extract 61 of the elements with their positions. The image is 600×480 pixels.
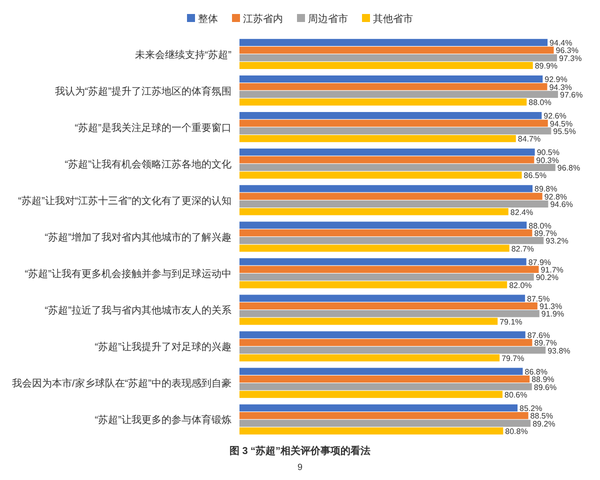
category-label: 我认为“苏超”提升了江苏地区的体育氛围 [54,86,232,98]
value-label: 88.9% [532,375,554,384]
value-label: 97.6% [560,90,583,100]
value-label: 85.2% [520,404,542,414]
value-label: 92.6% [544,112,566,121]
value-label: 89.2% [532,419,556,428]
value-label: 87.5% [527,294,550,304]
value-label: 96.3% [556,46,578,56]
legend-label: 整体 [198,14,218,25]
value-label: 80.8% [505,427,528,436]
page-number: 9 [298,462,302,472]
value-label: 79.1% [500,317,522,326]
category-label: “苏超”增加了我对省内其他城市的了解兴趣 [44,232,232,244]
value-label: 87.9% [528,258,552,267]
category-label: “苏超”让我对“江苏十三省”的文化有了更深的认知 [18,196,232,207]
value-label: 91.9% [541,310,564,319]
value-label: 86.5% [524,171,546,180]
value-label: 93.2% [546,236,568,246]
value-label: 80.6% [504,390,528,400]
value-label: 90.3% [536,156,559,165]
legend-label: 其他省市 [373,14,413,25]
value-label: 88.5% [530,412,553,421]
value-label: 89.8% [534,184,558,194]
legend-label: 江苏省内 [243,14,283,25]
value-label: 82.0% [509,280,532,290]
category-label: 未来会继续支持“苏超” [134,50,232,61]
value-label: 92.9% [544,75,568,84]
category-label: “苏超”让我有更多机会接触并参与到足球运动中 [24,269,232,280]
value-label: 89.7% [534,338,557,348]
value-label: 88.0% [528,98,552,108]
value-label: 91.3% [539,302,562,312]
value-label: 94.5% [550,119,573,128]
value-label: 90.5% [536,148,560,158]
value-label: 82.4% [510,208,534,217]
value-label: 96.8% [557,164,580,173]
value-label: 93.8% [548,346,570,356]
value-label: 97.3% [559,54,582,63]
value-label: 91.7% [540,266,564,274]
value-label: 94.6% [550,200,573,210]
value-label: 79.7% [502,354,524,363]
value-label: 86.8% [524,367,548,376]
value-label: 94.3% [549,82,572,92]
category-label: “苏超”是我关注足球的一个重要窗口 [74,122,232,134]
category-label: “苏超”让我有机会领略江苏各地的文化 [64,159,232,170]
value-label: 89.9% [534,62,558,71]
caption: 图 3 “苏超”相关评价事项的看法 [229,446,371,457]
value-label: 88.0% [528,221,552,230]
value-label: 82.7% [511,244,534,254]
value-label: 95.5% [553,127,576,136]
category-label: “苏超”拉近了我与省内其他城市友人的关系 [44,306,232,317]
category-label: “苏超”让我提升了对足球的兴趣 [94,342,232,354]
category-label: 我会因为本市/家乡球队在“苏超”中的表现感到自豪 [12,378,232,390]
value-label: 89.7% [534,228,557,238]
value-label: 87.6% [527,330,550,340]
value-label: 94.4% [550,38,572,48]
category-label: “苏超”让我更多的参与体育锻炼 [94,415,232,426]
value-label: 90.2% [536,273,559,282]
legend-label: 周边省市 [308,14,348,25]
value-label: 92.8% [544,192,568,202]
value-label: 84.7% [518,134,541,144]
value-label: 89.6% [534,382,557,392]
